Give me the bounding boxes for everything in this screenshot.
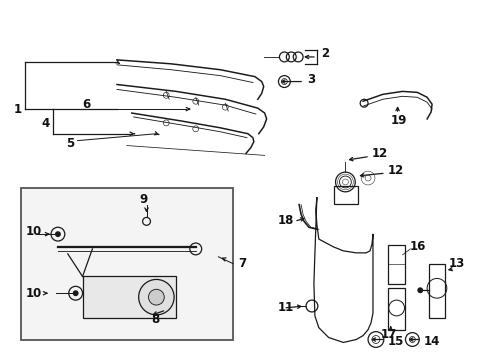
Text: 10: 10 bbox=[25, 287, 41, 300]
Bar bbox=[21, 188, 233, 341]
Text: 5: 5 bbox=[66, 137, 74, 150]
Circle shape bbox=[416, 287, 422, 293]
Text: 4: 4 bbox=[41, 117, 49, 130]
Circle shape bbox=[73, 290, 79, 296]
Text: 18: 18 bbox=[277, 214, 293, 227]
Circle shape bbox=[139, 279, 174, 315]
Bar bbox=[387, 288, 405, 330]
Text: 14: 14 bbox=[422, 335, 439, 348]
Text: 9: 9 bbox=[140, 193, 147, 206]
Bar bbox=[333, 186, 358, 204]
Bar bbox=[82, 276, 176, 318]
Circle shape bbox=[148, 289, 164, 305]
Text: 8: 8 bbox=[151, 313, 160, 326]
Text: 10: 10 bbox=[25, 225, 41, 238]
Text: 1: 1 bbox=[14, 103, 21, 116]
Text: 3: 3 bbox=[306, 73, 314, 86]
Text: 19: 19 bbox=[390, 114, 406, 127]
Circle shape bbox=[55, 231, 61, 237]
Text: 11: 11 bbox=[277, 301, 293, 315]
Text: 17: 17 bbox=[380, 328, 396, 341]
Bar bbox=[387, 245, 405, 284]
Text: 12: 12 bbox=[387, 164, 403, 177]
Text: 16: 16 bbox=[408, 240, 425, 253]
Text: 2: 2 bbox=[320, 48, 328, 60]
Text: 6: 6 bbox=[82, 98, 91, 111]
Text: 13: 13 bbox=[448, 257, 464, 270]
Text: 15: 15 bbox=[387, 335, 403, 348]
Bar bbox=[428, 264, 444, 318]
Text: 12: 12 bbox=[371, 147, 387, 160]
Text: 7: 7 bbox=[238, 257, 246, 270]
